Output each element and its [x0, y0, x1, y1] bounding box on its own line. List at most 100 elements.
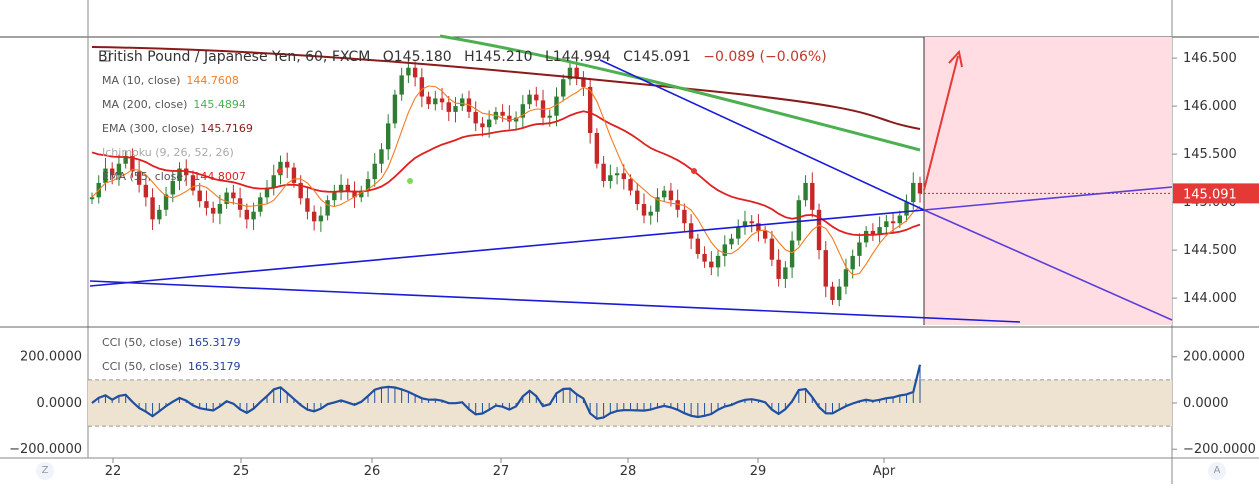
candle-body	[917, 182, 923, 194]
candle-body	[614, 173, 620, 176]
candle	[587, 77, 593, 144]
ma10-line	[91, 85, 921, 276]
candle	[749, 215, 754, 233]
legend-ma10-value: 144.7608	[186, 74, 239, 87]
candle	[863, 226, 869, 248]
candle-body	[244, 209, 250, 220]
lower-support-line	[89, 209, 925, 287]
cci-tick-label-left-1: 0.0000	[37, 396, 83, 411]
projection-zone	[924, 37, 1172, 325]
candle-body	[911, 182, 916, 203]
candle	[163, 186, 169, 217]
candle-body	[231, 192, 236, 199]
candle-body	[554, 96, 559, 116]
time-tick-label-3: 27	[493, 464, 510, 479]
candle	[231, 184, 236, 205]
legend-ema55[interactable]: EMA (55, close) 144.8007	[102, 170, 246, 183]
candle-body	[486, 119, 492, 128]
price-tick-label-0: 144.000	[1183, 291, 1237, 306]
legend-ma200-value: 145.4894	[193, 98, 246, 111]
candle-body	[587, 86, 593, 133]
time-tick-label-6: Apr	[873, 464, 896, 479]
cci-band	[88, 379, 1172, 427]
ohlc-high: H145.210	[464, 49, 533, 65]
candle	[244, 203, 250, 229]
last-price-box	[1173, 183, 1259, 204]
candle	[601, 156, 606, 188]
candle-body	[561, 79, 566, 97]
candle	[210, 201, 216, 223]
candle	[412, 61, 418, 87]
candle	[870, 223, 876, 241]
candle-body	[460, 98, 465, 107]
legend-ichimoku[interactable]: Ichimoku (9, 26, 52, 26)	[102, 146, 234, 159]
candle-body	[823, 250, 828, 287]
legend-ichimoku-label: Ichimoku (9, 26, 52, 26)	[102, 146, 234, 159]
ohlc-close: C145.091	[623, 49, 691, 65]
candle	[170, 170, 175, 203]
candle-body	[412, 67, 418, 78]
candle-body	[325, 200, 330, 216]
last-price-label: 145.091	[1183, 187, 1237, 202]
candle	[816, 203, 822, 260]
cci-tick-label-left-2: −200.0000	[9, 442, 82, 457]
candle	[285, 152, 290, 179]
collapse-icon	[99, 50, 111, 62]
candle	[157, 205, 162, 225]
legend-ma10[interactable]: MA (10, close) 144.7608	[102, 74, 239, 87]
candle-body	[601, 163, 606, 181]
time-tick-label-4: 28	[620, 464, 637, 479]
legend-ema55-label: EMA (55, close)	[102, 170, 188, 183]
cci-legend-1[interactable]: CCI (50, close) 165.3179	[102, 336, 241, 349]
candle-body	[729, 238, 734, 245]
legend-ma200[interactable]: MA (200, close) 145.4894	[102, 98, 246, 111]
candle-body	[163, 194, 169, 210]
auto-scale-button[interactable]: A	[1208, 462, 1226, 480]
signal-dot	[407, 178, 413, 184]
cci-legend-2[interactable]: CCI (50, close) 165.3179	[102, 360, 241, 373]
candle	[365, 171, 371, 197]
candle	[433, 90, 438, 111]
candle-body	[722, 244, 727, 256]
candle-body	[311, 211, 317, 222]
candle-body	[594, 133, 600, 164]
candle	[507, 105, 512, 130]
candle	[561, 74, 566, 102]
candle-body	[365, 179, 371, 191]
price-tick-label-3: 145.500	[1183, 147, 1237, 162]
price-tick-label-4: 146.000	[1183, 99, 1237, 114]
candle	[641, 193, 647, 224]
candle-body	[796, 200, 802, 241]
zoom-button[interactable]: Z	[36, 462, 54, 480]
candle-body	[332, 192, 337, 201]
candle-body	[298, 182, 303, 199]
candle-body	[695, 238, 701, 254]
candle-body	[843, 269, 849, 287]
candle	[392, 89, 398, 129]
candle-body	[837, 286, 842, 301]
chart-header: British Pound / Japanese Yen, 60, FXCM O…	[98, 49, 835, 65]
candle	[635, 182, 640, 211]
legend-ema300[interactable]: EMA (300, close) 145.7169	[102, 122, 253, 135]
candle	[850, 249, 855, 279]
candle	[614, 167, 620, 185]
candle	[695, 233, 701, 259]
candle-body	[897, 215, 903, 224]
candle-body	[419, 77, 425, 97]
candle	[143, 178, 149, 207]
candle-body	[197, 190, 202, 202]
candle	[453, 97, 458, 123]
candle	[675, 189, 680, 218]
candle-body	[433, 98, 438, 105]
candle-body	[527, 94, 532, 105]
candle-body	[372, 163, 377, 180]
time-tick-label-1: 25	[233, 464, 250, 479]
candle-body	[513, 117, 519, 122]
candle	[668, 182, 674, 207]
legend-ema55-value: 144.8007	[193, 170, 246, 183]
candle-body	[830, 286, 835, 301]
candle	[251, 202, 256, 230]
legend-ma10-label: MA (10, close)	[102, 74, 181, 87]
